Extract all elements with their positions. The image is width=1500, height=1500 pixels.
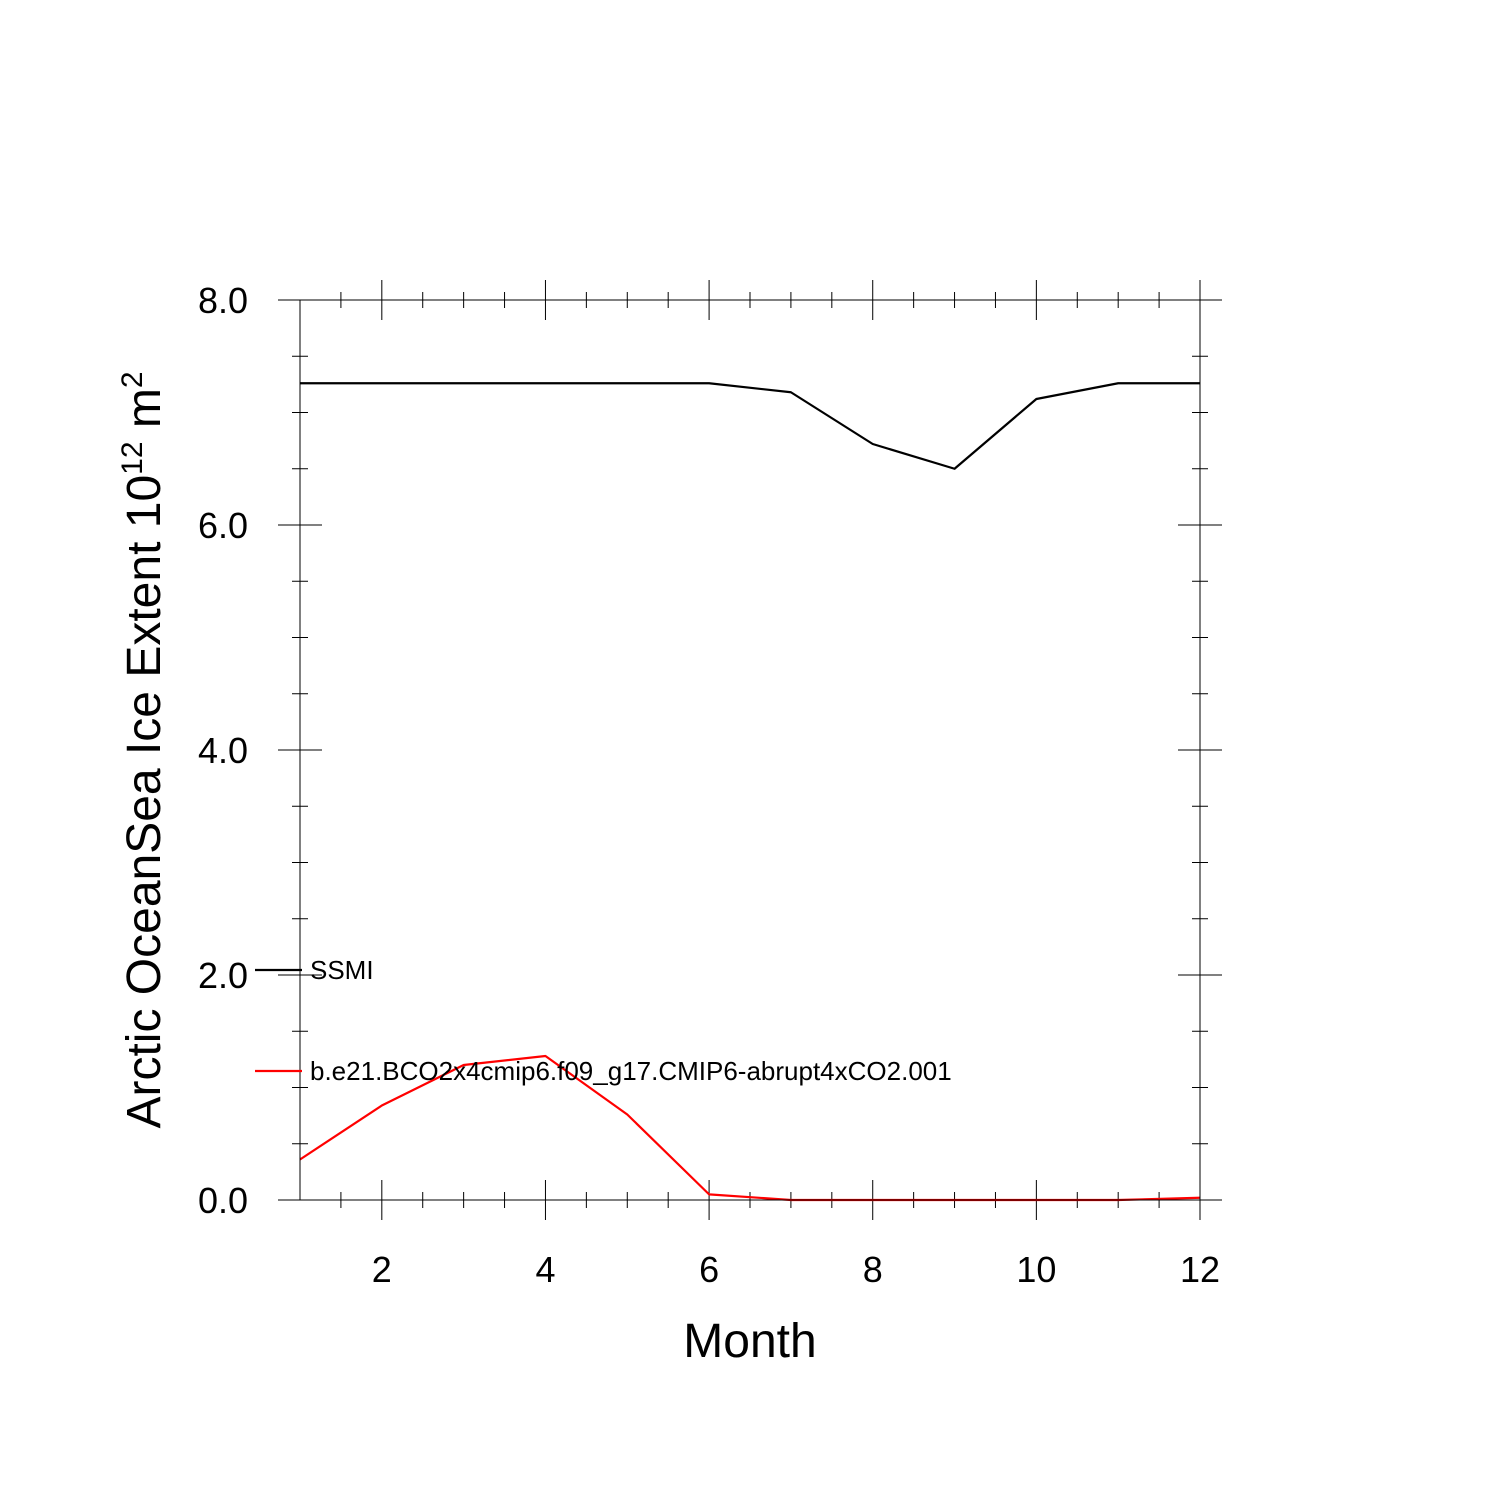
y-axis-title-base: Arctic OceanSea Ice Extent 10 [118, 475, 171, 1129]
y-axis-title-exponent: 12 [116, 441, 149, 474]
y-axis-title-unit: m [118, 388, 171, 441]
series-line-1 [300, 382, 1200, 470]
legend-label-1: SSMI [310, 955, 374, 985]
x-tick-label: 6 [699, 1249, 719, 1290]
x-tick-label: 12 [1180, 1249, 1220, 1290]
y-tick-label: 2.0 [198, 955, 248, 996]
y-axis-title-unit-exponent: 2 [116, 371, 149, 388]
legend: SSMI b.e21.BCO2x4cmip6.f09_g17.CMIP6-abru… [255, 955, 952, 1086]
tick-labels: 2 4 6 8 10 12 0.0 2.0 4.0 6.0 8.0 [198, 280, 1220, 1290]
x-tick-label: 10 [1016, 1249, 1056, 1290]
y-tick-label: 0.0 [198, 1180, 248, 1221]
x-tick-label: 4 [535, 1249, 555, 1290]
y-tick-label: 4.0 [198, 730, 248, 771]
y-axis-title: Arctic OceanSea Ice Extent 1012 m2 [116, 371, 171, 1128]
y-tick-label: 8.0 [198, 280, 248, 321]
y-tick-label: 6.0 [198, 505, 248, 546]
legend-label-2: b.e21.BCO2x4cmip6.f09_g17.CMIP6-abrupt4x… [310, 1056, 952, 1086]
x-tick-label: 8 [863, 1249, 883, 1290]
plot-frame [299, 299, 1201, 1201]
x-axis-title: Month [683, 1315, 816, 1368]
x-tick-label: 2 [372, 1249, 392, 1290]
